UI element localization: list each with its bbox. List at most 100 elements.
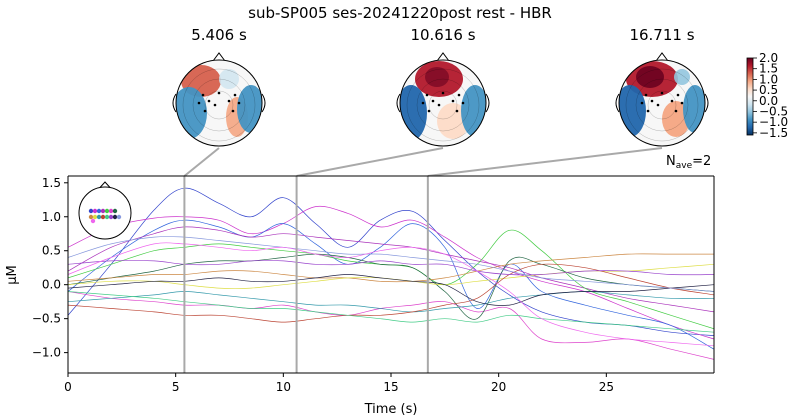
topomap-activation-region [219,69,239,89]
topomap-sensor [674,109,678,113]
nave-label: Nave=2 [666,154,711,171]
x-axis-ticks: 0 5 10 15 20 25 [64,373,614,394]
topomap-sensor [421,101,425,105]
topomap-row: 5.406 s 10.616 s 16.711 s [172,26,709,147]
sensor-inset-nose [99,181,111,188]
figure-title: sub-SP005 ses-20241220post rest - HBR [248,4,552,22]
topomap-activation-region [425,67,449,87]
nave-prefix: N [666,154,676,169]
topomap-2: 10.616 s [396,26,490,147]
y-axis-label: µM [5,265,20,285]
topomap-sensor [451,99,455,103]
topomap-time-label: 10.616 s [410,26,475,44]
sensor-inset-dot [104,214,110,220]
sensor-inset-dot [104,208,110,214]
topomap-left-ear [615,93,620,113]
topomap-contour [182,68,256,142]
colorbar-tick-label: 1.5 [759,62,778,76]
topomap-sensor [656,103,660,107]
x-tick-label: 5 [172,380,180,394]
sensor-inset-dot [90,218,96,224]
colorbar: 2.01.51.00.50.0−0.5−1.0−1.5 [746,51,788,140]
topomap-sensor [201,93,205,97]
topomap-sensor [425,93,429,97]
topomap-sensor [680,101,684,105]
topomap-activation-region [636,66,664,88]
y-tick-label: −1.0 [32,346,61,360]
topomap-connector-2 [296,147,444,177]
sensor-inset-dot [92,214,98,220]
sensor-inset-head [78,186,132,240]
topomap-contour [204,90,234,120]
topomap-sensor [431,99,435,103]
topomap-sensor [213,103,217,107]
sensor-inset-dot [116,214,122,220]
topomap-contour [416,78,470,132]
sensor-inset-dot [96,208,102,214]
topomap-sensor [203,109,207,113]
topomap-3: 16.711 s [615,26,709,147]
topomap-connector-3 [427,147,663,177]
sensor-inset-dot [88,214,94,220]
colorbar-ticks: 2.01.51.00.50.0−0.5−1.0−1.5 [753,51,788,140]
topomap-left-ear [172,93,177,113]
colorbar-tick-label: 0.5 [759,83,778,97]
x-tick-label: 25 [599,380,614,394]
topomap-sensor [660,91,664,95]
topomap-sensor [644,93,648,97]
topomap-sensor [676,93,680,97]
sensor-inset [78,181,132,240]
plot-area: 0 5 10 15 20 25 −1.0 −0.5 0.0 0.5 1.0 1.5 Time (s)… [5,175,715,417]
sensor-inset-dot [100,214,106,220]
y-axis-ticks: −1.0 −0.5 0.0 0.5 1.0 1.5 [32,176,68,360]
topomap-connectors [183,147,663,177]
topomap-sensor [233,93,237,97]
topomap-sensor [427,109,431,113]
topomap-contour [647,90,677,120]
topomap-sensor [457,93,461,97]
topomap-connector-1 [183,147,220,177]
sensor-inset-dot [96,214,102,220]
colorbar-tick-label: −0.5 [759,104,788,118]
topomap-sensor [227,99,231,103]
topomap-sensor [455,109,459,113]
y-tick-label: 0.0 [42,278,61,292]
y-tick-label: 1.0 [42,210,61,224]
topomap-contour [625,68,699,142]
topomap-sensor [646,109,650,113]
sensor-inset-dot [108,214,114,220]
topomap-sensor [237,101,241,105]
x-axis-label: Time (s) [364,402,418,417]
sensor-inset-dot [92,208,98,214]
topomap-activation-region [662,101,690,137]
colorbar-tick-label: −1.0 [759,115,788,129]
colorbar-gradient [746,57,754,136]
highlight-lines [183,176,429,373]
topomap-sensor [207,99,211,103]
x-tick-label: 15 [383,380,398,394]
sensor-inset-dot [88,208,94,214]
topomap-contour [635,78,689,132]
topomap-head-outline [175,59,263,147]
topomap-nose [655,52,669,62]
x-tick-label: 0 [64,380,72,394]
topomap-sensor [231,109,235,113]
topomap-contour [406,68,480,142]
y-tick-label: 1.5 [42,176,61,190]
sensor-inset-dot [112,214,118,220]
topomap-nose [212,52,226,62]
x-tick-label: 20 [491,380,506,394]
sensor-inset-dot [100,208,106,214]
colorbar-tick-label: 2.0 [759,51,778,65]
topomap-activation-region [437,103,469,139]
topomap-left-ear [396,93,401,113]
topomap-time-label: 16.711 s [629,26,694,44]
topomap-nose [436,52,450,62]
topomap-field [400,60,486,146]
topomap-field [619,60,705,146]
colorbar-tick-label: −1.5 [759,126,788,140]
topomap-sensor [461,101,465,105]
topomap-field [176,60,262,146]
topomap-right-ear [261,93,266,113]
